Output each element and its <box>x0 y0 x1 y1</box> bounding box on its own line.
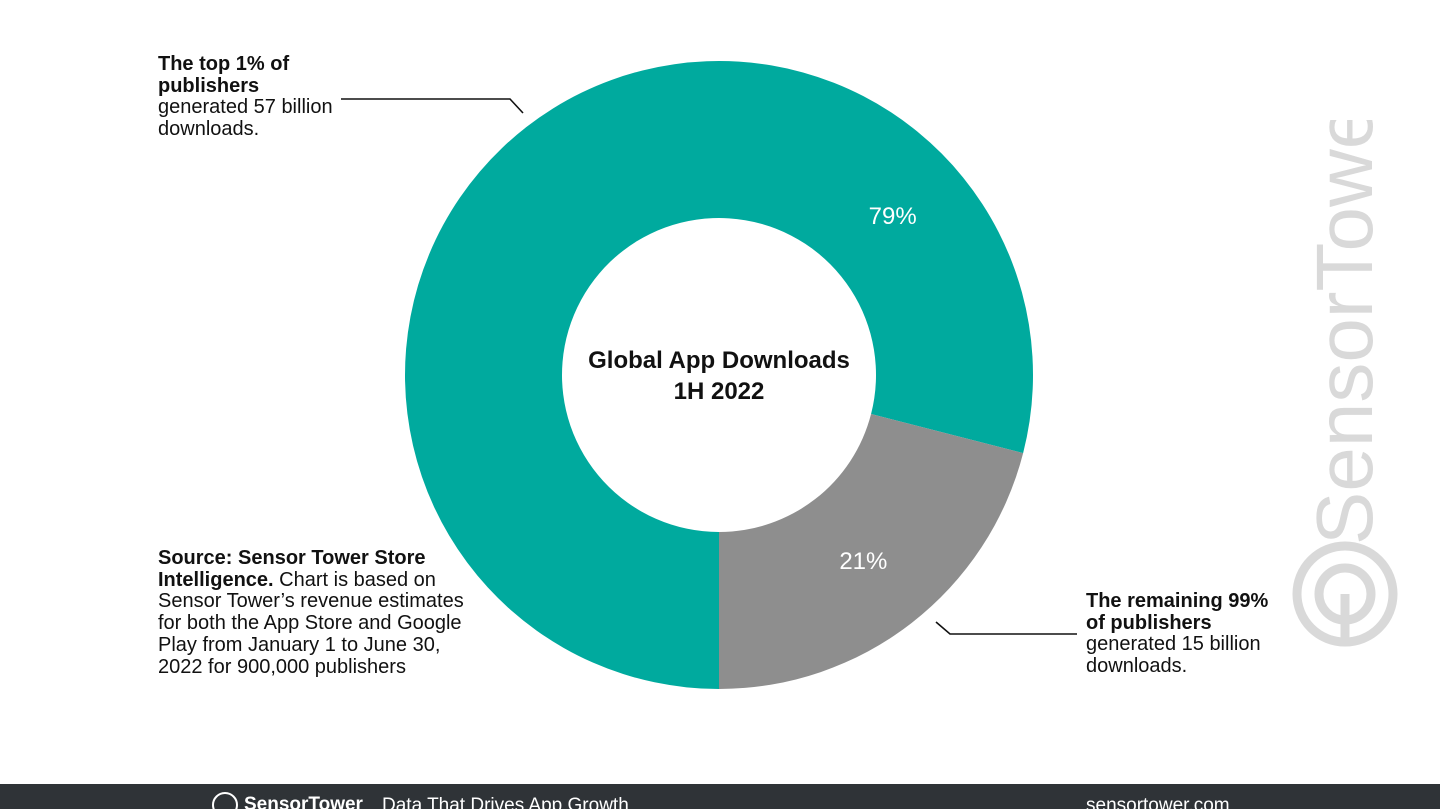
annotation-bottom-leader <box>935 621 1077 635</box>
sensor-tower-logo-icon <box>212 792 238 809</box>
chart-title-line-2: 1H 2022 <box>674 378 765 405</box>
annotation-top-heading: The top 1% of publishers <box>158 53 290 97</box>
source-heading: Source: Sensor Tower Store Intelligence. <box>158 547 426 591</box>
footer-brand: SensorTower <box>212 792 363 809</box>
donut-slices <box>405 60 1034 689</box>
footer-brand-name: SensorTower <box>244 794 363 809</box>
donut-slice-1 <box>405 60 1034 689</box>
annotation-top-leader <box>341 98 524 114</box>
footer-site-link[interactable]: sensortower.com <box>1086 795 1230 809</box>
slice-labels: 79% 21% <box>839 203 916 575</box>
annotation-top: The top 1% of publishers generated 57 bi… <box>158 53 358 140</box>
source-note: Source: Sensor Tower Store Intelligence.… <box>158 547 478 678</box>
source-text: Chart is based on Sensor Tower’s revenue… <box>158 568 464 678</box>
annotation-bottom-text: generated 15 billion downloads. <box>1086 633 1261 677</box>
watermark-text: SensorTower <box>1300 120 1389 545</box>
slice-label-1: 79% <box>869 203 917 230</box>
chart-title-line-1: Global App Downloads <box>588 347 850 374</box>
sensor-tower-watermark: SensorTower <box>1292 120 1398 647</box>
footer-tagline: Data That Drives App Growth <box>382 795 629 809</box>
annotation-top-text: generated 57 billion downloads. <box>158 96 333 140</box>
chart-title: Global App Downloads 1H 2022 <box>588 347 850 405</box>
annotation-bottom: The remaining 99% of publishers generate… <box>1086 590 1286 677</box>
sensor-tower-logo-icon <box>1292 541 1398 647</box>
donut-slice-2 <box>719 414 1024 689</box>
footer-bar: SensorTower Data That Drives App Growth … <box>0 784 1440 809</box>
annotation-bottom-heading: The remaining 99% of publishers <box>1086 590 1269 634</box>
slice-label-2: 21% <box>839 548 887 575</box>
